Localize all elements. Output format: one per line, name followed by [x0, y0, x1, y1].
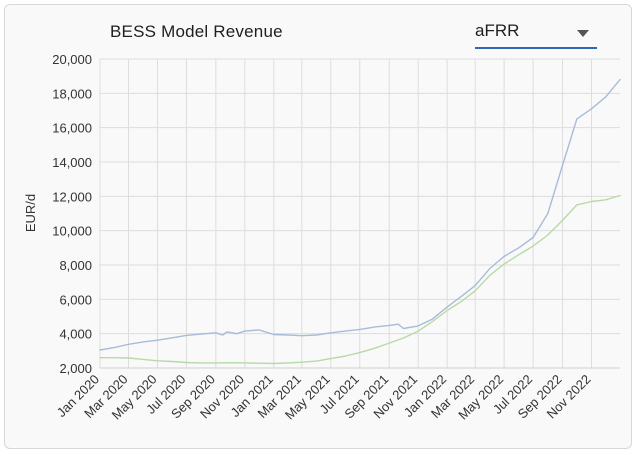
market-select-value: aFRR	[475, 21, 520, 40]
grid-layer	[99, 58, 620, 369]
y-tick-label: 18,000	[52, 86, 92, 101]
chart-title: BESS Model Revenue	[110, 22, 283, 41]
market-select-dropdown[interactable]: aFRR	[475, 19, 597, 49]
y-tick-label: 16,000	[52, 121, 92, 136]
y-tick-label: 8,000	[59, 258, 92, 273]
series-line-green	[99, 194, 621, 365]
y-tick-label: 12,000	[52, 189, 92, 204]
y-tick-label: 14,000	[52, 155, 92, 170]
y-tick-label: 4,000	[59, 327, 92, 342]
y-tick-label: 20,000	[52, 52, 92, 67]
y-axis-label: EUR/d	[23, 194, 38, 232]
y-tick-label: 10,000	[52, 224, 92, 239]
axis-layer: 2,000 4,000 6,000 8,000 10,000 12,000 14,000 16…	[52, 52, 593, 422]
chart-card	[4, 4, 632, 449]
chevron-down-icon[interactable]	[577, 30, 589, 37]
y-tick-label: 6,000	[59, 292, 92, 307]
series-layer	[99, 78, 621, 365]
series-line-blue	[99, 78, 621, 351]
y-tick-label: 2,000	[59, 361, 92, 376]
